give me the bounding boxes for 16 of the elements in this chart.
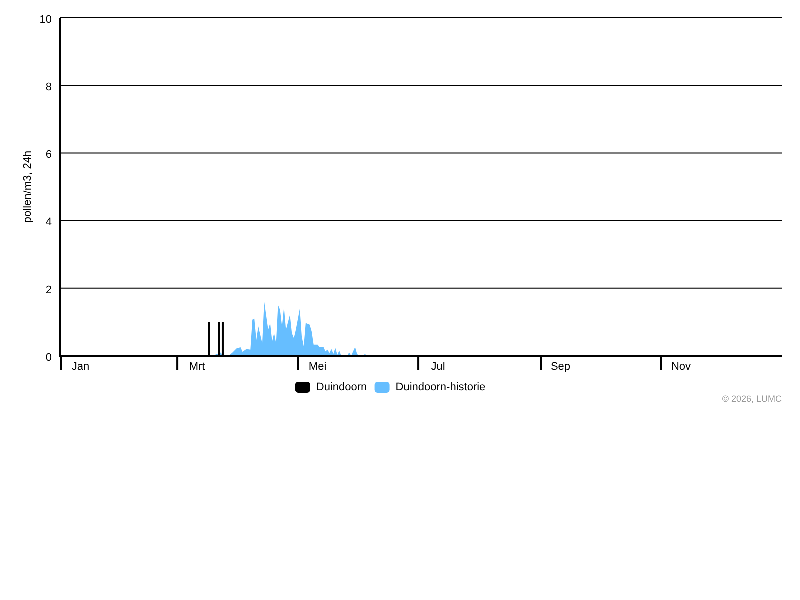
y-tick-label: 8 [46, 82, 52, 94]
x-tick-label: Mei [308, 360, 327, 373]
y-tick-label: 0 [46, 352, 52, 364]
text: © 2026, LUMC [722, 394, 782, 404]
y-tick-label: 6 [46, 149, 52, 162]
x-tick-label: Mrt [189, 360, 206, 373]
legend-label: Duindoorn-historie [396, 381, 486, 394]
x-tick-label: Jul [431, 360, 446, 373]
y-axis-title: pollen/m3, 24h [22, 150, 34, 224]
x-tick-label: Nov [671, 360, 692, 373]
x-tick-label: Jan [72, 360, 90, 373]
y-tick-label: 10 [40, 14, 52, 26]
x-tick-label: Sep [550, 360, 571, 373]
y-tick-label: 4 [46, 216, 52, 229]
y-tick-label: 2 [46, 284, 52, 296]
legend-label: Duindoorn [316, 381, 368, 394]
